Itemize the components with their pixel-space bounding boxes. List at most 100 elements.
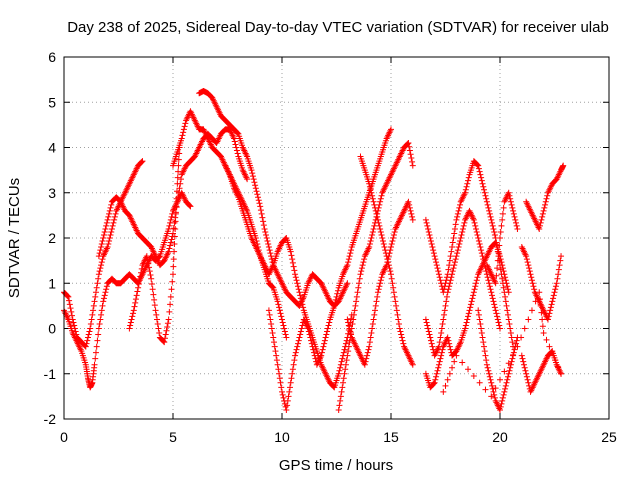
data-point — [137, 273, 144, 280]
data-point — [66, 301, 73, 308]
data-point — [102, 289, 109, 296]
data-point — [504, 376, 511, 383]
data-point — [261, 225, 268, 232]
data-point — [388, 244, 394, 251]
data-point — [94, 280, 101, 287]
data-point — [177, 176, 184, 183]
data-point — [407, 207, 414, 214]
data-point — [479, 334, 486, 341]
data-point — [446, 370, 453, 377]
data-point — [280, 322, 287, 329]
data-point — [167, 242, 174, 249]
data-point — [296, 334, 303, 341]
data-point — [494, 257, 501, 264]
data-point — [435, 271, 442, 278]
data-point — [68, 308, 75, 315]
data-point — [547, 304, 554, 311]
data-point — [523, 373, 530, 380]
data-point — [65, 293, 72, 300]
data-point — [499, 394, 506, 401]
data-point — [176, 185, 183, 192]
data-point — [550, 292, 557, 299]
data-point — [167, 239, 174, 246]
data-point — [388, 271, 394, 278]
data-point — [475, 235, 482, 241]
data-point — [87, 325, 94, 332]
data-point — [175, 168, 182, 175]
data-point — [509, 339, 516, 346]
data-point — [425, 228, 432, 235]
data-point — [96, 320, 103, 327]
data-point — [165, 248, 172, 255]
data-point — [489, 295, 496, 302]
data-point — [93, 343, 100, 350]
data-point — [171, 233, 178, 240]
data-point — [174, 174, 181, 181]
data-point — [267, 250, 274, 257]
y-tick-label: -1 — [44, 366, 57, 382]
data-point — [406, 204, 413, 211]
y-tick-label: 2 — [48, 230, 56, 246]
data-point — [293, 346, 300, 353]
data-point — [152, 307, 159, 314]
data-point — [494, 313, 501, 320]
data-point — [528, 307, 535, 314]
data-point — [111, 213, 118, 220]
data-point — [405, 139, 412, 146]
data-point — [364, 349, 371, 356]
data-point — [449, 364, 456, 371]
x-tick-label: 20 — [492, 429, 508, 445]
data-point — [265, 244, 272, 251]
data-point — [98, 241, 105, 248]
data-point — [525, 262, 532, 269]
data-point — [257, 207, 264, 214]
data-point — [337, 361, 344, 368]
data-point — [366, 183, 373, 190]
data-point — [100, 298, 107, 305]
data-point — [366, 244, 373, 251]
data-point — [181, 123, 188, 130]
data-point — [271, 339, 278, 346]
data-point — [458, 231, 465, 238]
data-point — [130, 310, 137, 317]
data-point — [162, 331, 169, 338]
data-point — [523, 256, 530, 263]
data-point — [337, 364, 344, 371]
data-point — [320, 343, 327, 350]
y-tick-label: 4 — [48, 140, 56, 156]
data-point — [468, 298, 475, 305]
data-point — [441, 307, 448, 314]
data-point — [487, 286, 494, 293]
data-point — [154, 316, 161, 323]
data-point — [345, 319, 352, 326]
data-point — [482, 192, 489, 199]
data-point — [426, 231, 433, 238]
data-point — [526, 268, 533, 275]
data-point — [162, 335, 169, 342]
data-point — [497, 325, 503, 332]
data-point — [374, 216, 381, 223]
data-point — [404, 140, 411, 147]
data-point — [345, 322, 352, 329]
data-point — [488, 216, 495, 223]
data-point — [494, 316, 501, 323]
data-point — [100, 235, 107, 241]
data-point — [307, 334, 314, 341]
data-point — [424, 322, 431, 329]
data-point — [155, 325, 162, 332]
data-point — [440, 316, 447, 323]
data-point — [467, 304, 474, 311]
data-point — [341, 370, 348, 377]
data-point — [294, 283, 301, 290]
data-point — [286, 384, 293, 391]
data-point — [387, 247, 394, 254]
data-point — [505, 370, 512, 377]
data-point — [297, 328, 304, 335]
data-point — [95, 275, 102, 282]
data-point — [489, 382, 496, 389]
data-point — [469, 295, 476, 302]
data-point — [288, 252, 295, 259]
data-point — [391, 228, 398, 235]
data-point — [98, 259, 105, 266]
